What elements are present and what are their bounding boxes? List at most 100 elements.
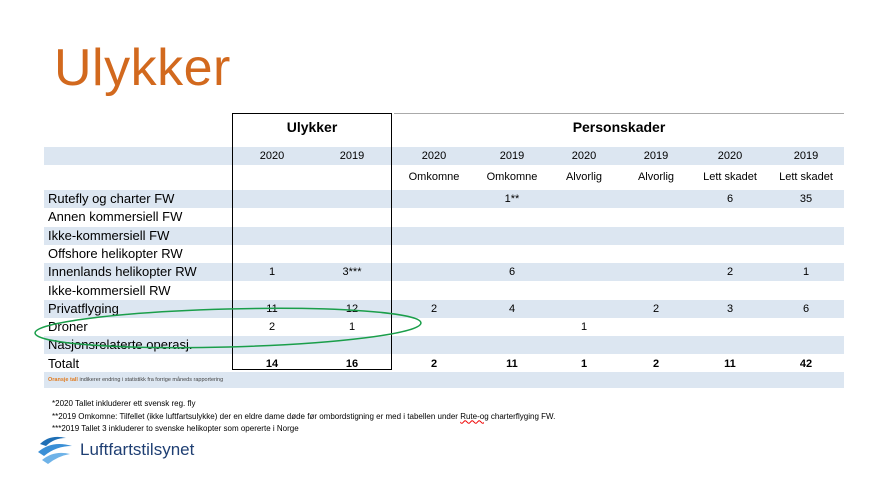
table-row: Rutefly og charter FW 1** 6 35 [44, 190, 844, 208]
table-cell: 1 [580, 321, 588, 334]
table-cell [694, 227, 766, 245]
table-row: Nasjonsrelaterte operasj. [44, 336, 844, 355]
table-cell: 11 [506, 357, 518, 370]
table-cell: 2 [726, 266, 734, 279]
table-cell: 1 [580, 357, 588, 370]
table-cell [476, 318, 548, 336]
ulykker-column-box [232, 113, 392, 370]
table-cell [398, 190, 470, 208]
table-cell [770, 336, 842, 354]
table-cell [398, 282, 470, 300]
table-cell [548, 263, 620, 281]
table-cell [770, 318, 842, 336]
table-cell [476, 227, 548, 245]
table-cell: 4 [508, 302, 516, 315]
row-label: Rutefly og charter FW [48, 191, 175, 206]
table-cell [548, 227, 620, 245]
table-cell [694, 282, 766, 300]
table-cell [620, 282, 692, 300]
table-cell: 14 [265, 357, 279, 370]
table-cell [398, 245, 470, 263]
legend-text: Oransje tall indikerer endring i statist… [48, 372, 223, 388]
table-cell: 2 [652, 302, 660, 315]
row-label: Ikke-kommersiell FW [48, 227, 170, 243]
footnote-1: *2020 Tallet inkluderer ett svensk reg. … [52, 399, 196, 408]
sub-header: Omkomne [408, 171, 460, 183]
legend-description: indikerer endring i statistikk fra forri… [77, 377, 224, 383]
legend-row: Oransje tall indikerer endring i statist… [44, 372, 844, 388]
table-cell: 6 [508, 266, 516, 279]
table-cell [398, 263, 470, 281]
table-cell: 11 [724, 357, 736, 370]
table-cell [770, 208, 842, 226]
table-cell [770, 282, 842, 300]
table-cell [476, 282, 548, 300]
table-cell [694, 245, 766, 263]
logo-text: Luftfartstilsynet [80, 440, 195, 459]
table-cell [476, 336, 548, 354]
subheader-row: Omkomne Omkomne Alvorlig Alvorlig Lett skade… [44, 168, 844, 186]
table-row: Ikke-kommersiell FW [44, 226, 844, 245]
table-cell: 42 [799, 357, 813, 370]
sub-header: Alvorlig [565, 171, 603, 183]
table-cell [620, 227, 692, 245]
table-cell [548, 245, 620, 263]
row-label: Totalt [48, 355, 80, 371]
table-cell: 2 [430, 302, 438, 315]
table-cell: 3*** [342, 266, 362, 279]
table-cell: 6 [726, 193, 734, 205]
footnote-3: ***2019 Tallet 3 inkluderer to svenske h… [52, 424, 299, 433]
row-label: Droner [48, 319, 88, 335]
total-row: Totalt 14 16 2 11 1 2 11 42 [44, 355, 844, 373]
table-cell [694, 318, 766, 336]
sub-header: Omkomne [486, 171, 538, 183]
page-title: Ulykker [54, 39, 231, 97]
table-cell [620, 318, 692, 336]
table-cell: 35 [799, 193, 813, 205]
table-top-line [394, 113, 844, 114]
sub-header: Lett skadet [703, 171, 757, 183]
table-cell: 16 [345, 357, 359, 370]
table-cell [398, 336, 470, 354]
year-header: 2020 [717, 150, 743, 162]
sub-header: Alvorlig [637, 171, 675, 183]
row-label: Ikke-kommersiell RW [48, 282, 171, 298]
table-cell [620, 263, 692, 281]
year-header: 2020 [421, 150, 447, 162]
year-header: 2019 [339, 150, 365, 162]
table-row: Innenlands helikopter RW 1 3*** 6 2 1 [44, 263, 844, 282]
row-label: Innenlands helikopter RW [48, 264, 197, 280]
table-cell: 2 [430, 357, 438, 370]
table-cell: 3 [726, 302, 734, 315]
table-row: Droner 2 1 1 [44, 318, 844, 336]
group-header-personskader: Personskader [572, 119, 666, 135]
row-label: Annen kommersiell FW [48, 209, 183, 225]
logo-mark-icon [38, 436, 72, 464]
table-cell [548, 208, 620, 226]
table-cell [548, 300, 620, 318]
year-header: 2019 [499, 150, 525, 162]
year-header-row: 2020 2019 2020 2019 2020 2019 2020 2019 [44, 147, 844, 165]
sub-header: Lett skadet [779, 171, 833, 183]
row-label: Offshore helikopter RW [48, 245, 183, 261]
table-cell [548, 282, 620, 300]
table-row: Ikke-kommersiell RW [44, 282, 844, 300]
table-cell [476, 208, 548, 226]
table-cell: 1 [802, 266, 810, 279]
table-cell [548, 336, 620, 354]
table-cell [620, 245, 692, 263]
table-cell [476, 245, 548, 263]
logo: Luftfartstilsynet [36, 434, 236, 470]
year-header: 2020 [571, 150, 597, 162]
table-cell [620, 336, 692, 354]
table-cell [694, 208, 766, 226]
table-cell: 1** [504, 193, 520, 205]
year-header: 2019 [793, 150, 819, 162]
year-header: 2020 [259, 150, 285, 162]
table-cell [694, 336, 766, 354]
year-header: 2019 [643, 150, 669, 162]
table-cell [398, 227, 470, 245]
row-label: Privatflyging [48, 300, 119, 316]
row-label: Nasjonsrelaterte operasj. [48, 337, 193, 353]
table-cell [770, 245, 842, 263]
